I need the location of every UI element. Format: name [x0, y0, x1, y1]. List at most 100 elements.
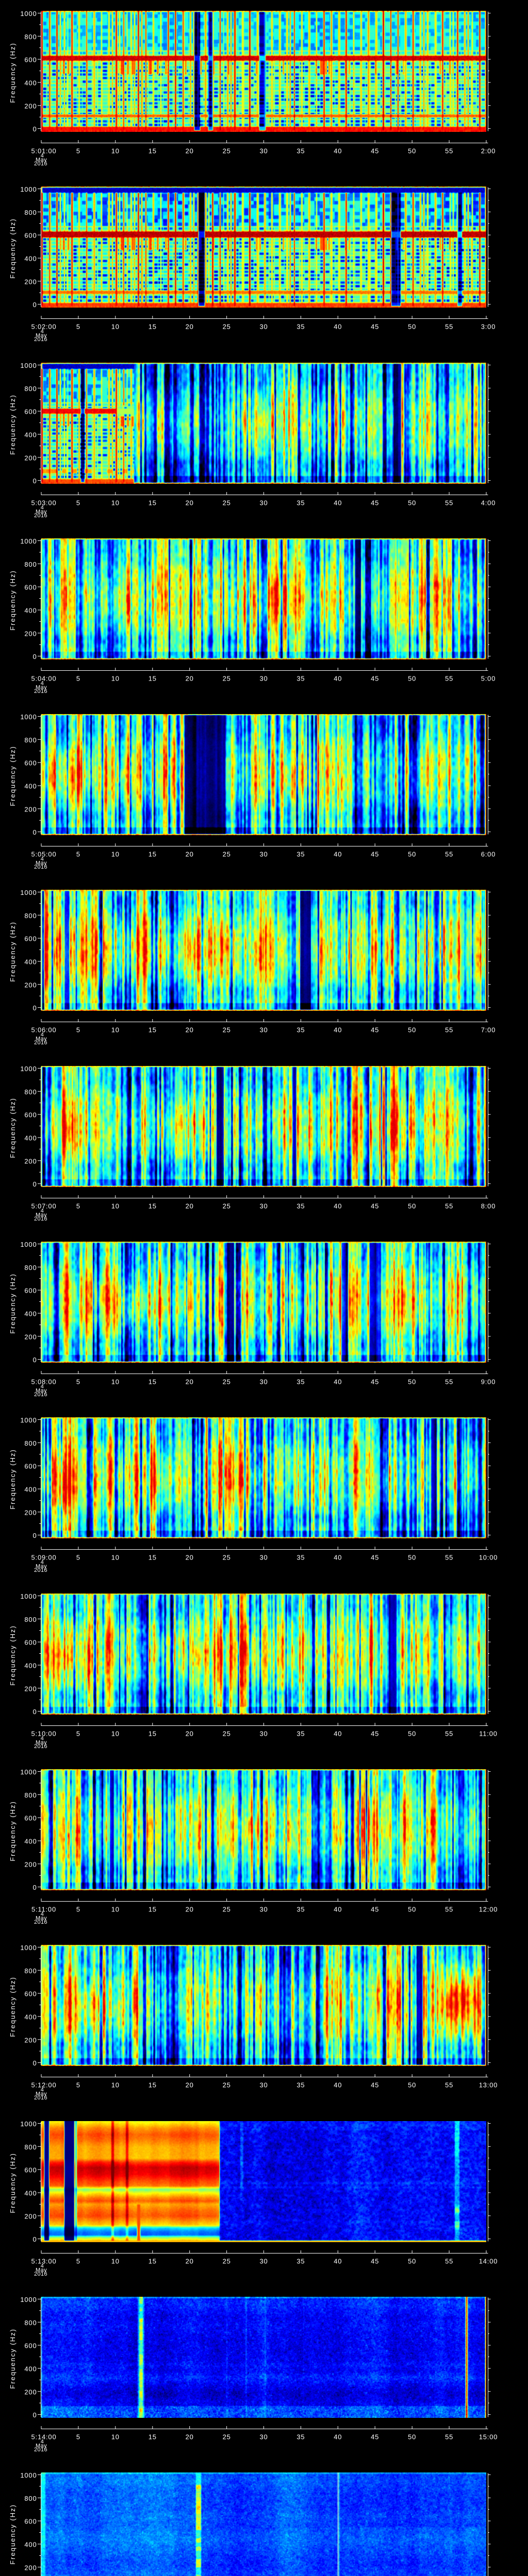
svg-text:Frequency (Hz): Frequency (Hz): [9, 394, 16, 455]
svg-text:5:08:00: 5:08:00: [31, 1378, 57, 1386]
svg-text:15: 15: [148, 675, 157, 683]
svg-text:2016: 2016: [34, 1919, 47, 1925]
svg-text:2016: 2016: [34, 2271, 47, 2277]
svg-text:5: 5: [76, 2433, 80, 2441]
svg-text:Frequency (Hz): Frequency (Hz): [9, 570, 16, 631]
svg-text:15: 15: [148, 851, 157, 858]
svg-text:20: 20: [186, 675, 194, 683]
svg-text:35: 35: [296, 2433, 305, 2441]
svg-text:May: May: [36, 1212, 47, 1218]
svg-text:2016: 2016: [34, 1392, 47, 1398]
svg-text:10:00: 10:00: [479, 1554, 498, 1562]
svg-text:200: 200: [24, 1685, 37, 1692]
svg-text:800: 800: [24, 1616, 37, 1623]
svg-text:55: 55: [445, 499, 453, 507]
svg-text:15: 15: [148, 1730, 157, 1738]
svg-text:May: May: [36, 2091, 47, 2097]
svg-text:2016: 2016: [34, 2447, 47, 2453]
svg-text:Frequency (Hz): Frequency (Hz): [9, 1976, 16, 2037]
svg-text:200: 200: [24, 102, 37, 110]
svg-text:55: 55: [445, 851, 453, 858]
svg-text:400: 400: [24, 431, 37, 439]
svg-text:5: 5: [76, 1026, 80, 1034]
svg-text:600: 600: [24, 759, 37, 767]
svg-text:Frequency (Hz): Frequency (Hz): [9, 1801, 16, 1861]
svg-text:4: 4: [41, 1911, 44, 1917]
svg-text:600: 600: [24, 408, 37, 416]
svg-text:5:07:00: 5:07:00: [31, 1202, 57, 1210]
svg-text:400: 400: [24, 783, 37, 790]
svg-text:1000: 1000: [20, 10, 37, 18]
svg-text:50: 50: [408, 1906, 416, 1913]
svg-text:2016: 2016: [34, 1743, 47, 1750]
svg-text:35: 35: [296, 675, 305, 683]
svg-text:10: 10: [111, 1906, 120, 1913]
svg-text:400: 400: [24, 79, 37, 87]
svg-text:1000: 1000: [20, 1241, 37, 1248]
svg-text:200: 200: [24, 2036, 37, 2044]
svg-text:55: 55: [445, 675, 453, 683]
svg-text:30: 30: [259, 675, 268, 683]
svg-text:20: 20: [186, 851, 194, 858]
svg-text:2016: 2016: [34, 513, 47, 519]
svg-text:400: 400: [24, 255, 37, 263]
svg-text:25: 25: [223, 1730, 231, 1738]
svg-text:50: 50: [408, 2433, 416, 2441]
svg-text:600: 600: [24, 1990, 37, 1998]
svg-text:Frequency (Hz): Frequency (Hz): [9, 1625, 16, 1686]
svg-text:600: 600: [24, 232, 37, 240]
svg-text:400: 400: [24, 607, 37, 615]
svg-text:0: 0: [32, 1884, 37, 1891]
svg-text:20: 20: [186, 1906, 194, 1913]
svg-text:5:01:00: 5:01:00: [31, 147, 57, 155]
svg-text:0: 0: [32, 1356, 37, 1364]
svg-text:25: 25: [223, 2081, 231, 2089]
svg-text:10: 10: [111, 323, 120, 331]
svg-text:800: 800: [24, 561, 37, 568]
svg-text:40: 40: [334, 147, 342, 155]
svg-text:May: May: [36, 1915, 47, 1921]
svg-text:50: 50: [408, 147, 416, 155]
svg-text:200: 200: [24, 805, 37, 813]
svg-text:1000: 1000: [20, 713, 37, 721]
svg-text:40: 40: [334, 851, 342, 858]
svg-text:4: 4: [41, 504, 44, 511]
svg-text:800: 800: [24, 1439, 37, 1447]
svg-text:55: 55: [445, 147, 453, 155]
svg-text:50: 50: [408, 1730, 416, 1738]
svg-text:55: 55: [445, 1026, 453, 1034]
svg-text:400: 400: [24, 1662, 37, 1670]
svg-text:May: May: [36, 1036, 47, 1042]
svg-text:30: 30: [259, 499, 268, 507]
svg-text:May: May: [36, 2443, 47, 2449]
svg-text:400: 400: [24, 2541, 37, 2549]
svg-text:45: 45: [371, 1378, 379, 1386]
svg-text:15: 15: [148, 499, 157, 507]
svg-text:May: May: [36, 332, 47, 338]
svg-text:10: 10: [111, 1554, 120, 1562]
svg-text:15: 15: [148, 323, 157, 331]
svg-text:30: 30: [259, 1378, 268, 1386]
svg-text:10: 10: [111, 1378, 120, 1386]
svg-text:40: 40: [334, 2433, 342, 2441]
svg-text:0: 0: [32, 1004, 37, 1012]
svg-text:50: 50: [408, 675, 416, 683]
svg-text:40: 40: [334, 675, 342, 683]
svg-text:Frequency (Hz): Frequency (Hz): [9, 2153, 16, 2213]
svg-text:1000: 1000: [20, 537, 37, 545]
svg-text:5: 5: [76, 2258, 80, 2265]
svg-text:50: 50: [408, 1202, 416, 1210]
svg-text:Frequency (Hz): Frequency (Hz): [9, 218, 16, 279]
svg-text:20: 20: [186, 1026, 194, 1034]
svg-text:200: 200: [24, 1157, 37, 1165]
svg-text:15: 15: [148, 1554, 157, 1562]
svg-text:5: 5: [76, 2081, 80, 2089]
svg-text:15: 15: [148, 1378, 157, 1386]
svg-text:45: 45: [371, 1554, 379, 1562]
svg-text:10: 10: [111, 2081, 120, 2089]
svg-text:30: 30: [259, 2433, 268, 2441]
svg-text:5:04:00: 5:04:00: [31, 675, 57, 683]
svg-text:200: 200: [24, 1509, 37, 1516]
svg-text:10: 10: [111, 2433, 120, 2441]
svg-text:30: 30: [259, 2258, 268, 2265]
